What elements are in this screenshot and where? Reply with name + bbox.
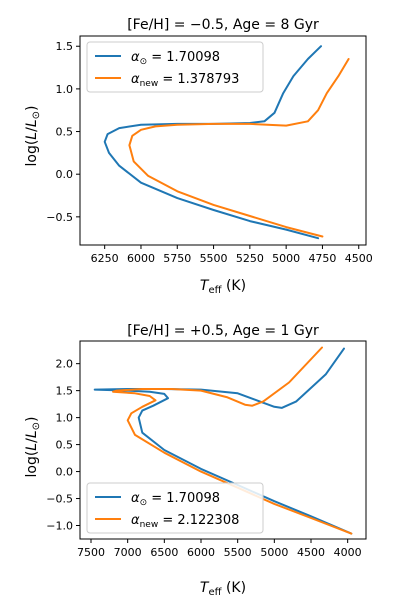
bottom-y-tick-label: 1.5 (56, 385, 74, 398)
bottom-x-tick-label: 4500 (297, 546, 325, 559)
bottom-axes-frame (79, 340, 367, 540)
top-x-axis-label: Teff (K) (200, 278, 246, 296)
top-axes-frame (79, 35, 367, 246)
bottom-x-tick-label: 6500 (150, 546, 178, 559)
top-y-tick-label: 1.5 (56, 40, 74, 53)
top-legend-box (86, 41, 264, 93)
top-x-tick-label: 4750 (308, 252, 336, 265)
top-x-tick-label: 5500 (200, 252, 228, 265)
bottom-y-axis-label: log(L/L⊙) (24, 416, 42, 477)
top-y-tick-label: −0.5 (46, 211, 73, 224)
bottom-x-tick-label: 5500 (224, 546, 252, 559)
bottom-y-tick-label: −1.0 (46, 520, 73, 533)
top-x-tick-label: 6250 (91, 252, 119, 265)
top-x-tick-label: 4500 (345, 252, 373, 265)
bottom-x-tick-label: 7000 (114, 546, 142, 559)
bottom-series-line-0 (93, 347, 353, 535)
top-y-tick-label: 0.0 (56, 168, 74, 181)
top-legend-label-0: α⊙ = 1.70098 (131, 50, 220, 67)
top-x-tick-label: 6000 (127, 252, 155, 265)
top-y-axis-label: log(L/L⊙) (24, 105, 42, 166)
bottom-x-tick-label: 4000 (334, 546, 362, 559)
top-x-tick-label: 5750 (163, 252, 191, 265)
bottom-x-axis-label: Teff (K) (200, 580, 246, 598)
top-y-tick-label: 0.5 (56, 126, 74, 139)
top-panel: [Fe/H] = −0.5, Age = 8 Gyr 6250 6000 5750 5… (24, 17, 373, 296)
bottom-x-tick-label: 5000 (260, 546, 288, 559)
top-series-line-1 (128, 58, 350, 238)
bottom-y-tick-label: −0.5 (46, 493, 73, 506)
bottom-y-tick-label: 0.5 (56, 439, 74, 452)
top-plot-area: 6250 6000 5750 5500 5250 5000 4750 4500 −0.5 0.0 0… (46, 35, 373, 265)
bottom-legend-label-1: αnew = 2.122308 (131, 513, 239, 530)
bottom-legend: α⊙ = 1.70098 αnew = 2.122308 (86, 482, 264, 534)
bottom-x-tick-label: 7500 (77, 546, 105, 559)
bottom-x-tick-label: 6000 (187, 546, 215, 559)
bottom-plot-area: 7500 7000 6500 6000 5500 5000 4500 4000 −1.0 −0.5… (46, 340, 367, 559)
bottom-legend-label-0: α⊙ = 1.70098 (131, 491, 220, 508)
top-x-tick-label: 5000 (272, 252, 300, 265)
top-y-tick-label: 1.0 (56, 83, 74, 96)
top-x-tick-label: 5250 (236, 252, 264, 265)
bottom-y-tick-label: 2.0 (56, 358, 74, 371)
bottom-panel-title: [Fe/H] = +0.5, Age = 1 Gyr (127, 323, 319, 339)
bottom-series-line-1 (112, 346, 353, 535)
bottom-legend-box (86, 482, 264, 534)
top-panel-title: [Fe/H] = −0.5, Age = 8 Gyr (127, 17, 319, 33)
top-legend: α⊙ = 1.70098 αnew = 1.378793 (86, 41, 264, 93)
top-legend-label-1: αnew = 1.378793 (131, 72, 239, 89)
bottom-panel: [Fe/H] = +0.5, Age = 1 Gyr 7500 7000 6500 6… (24, 323, 367, 598)
bottom-y-tick-label: 0.0 (56, 466, 74, 479)
bottom-y-tick-label: 1.0 (56, 412, 74, 425)
top-series-line-0 (103, 45, 322, 240)
